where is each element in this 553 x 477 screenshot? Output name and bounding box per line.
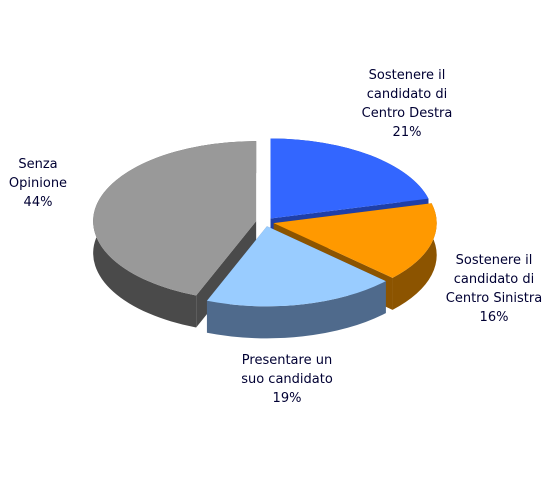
category-label: Sostenere il candidato di Centro Destra: [361, 68, 453, 121]
pie-slice: [270, 138, 429, 219]
pie-slice: [93, 141, 257, 296]
category-label: Senza Opinione: [8, 157, 68, 191]
slice-label: Sostenere il candidato di Centro Destra 2…: [352, 66, 462, 142]
slice-label: Presentare un suo candidato 19%: [237, 351, 337, 408]
value-label: 16%: [479, 310, 509, 325]
slice-label: Sostenere il candidato di Centro Sinistr…: [439, 251, 549, 327]
pie-slice: [206, 226, 386, 307]
pie-slice: [273, 203, 437, 278]
value-label: 44%: [23, 195, 53, 210]
slice-side: [392, 203, 437, 310]
value-label: 19%: [272, 391, 302, 406]
slice-label: Senza Opinione 44%: [0, 155, 78, 212]
value-label: 21%: [392, 125, 422, 140]
category-label: Sostenere il candidato di Centro Sinistr…: [445, 253, 543, 306]
category-label: Presentare un suo candidato: [241, 353, 333, 387]
slice-side: [206, 281, 386, 339]
